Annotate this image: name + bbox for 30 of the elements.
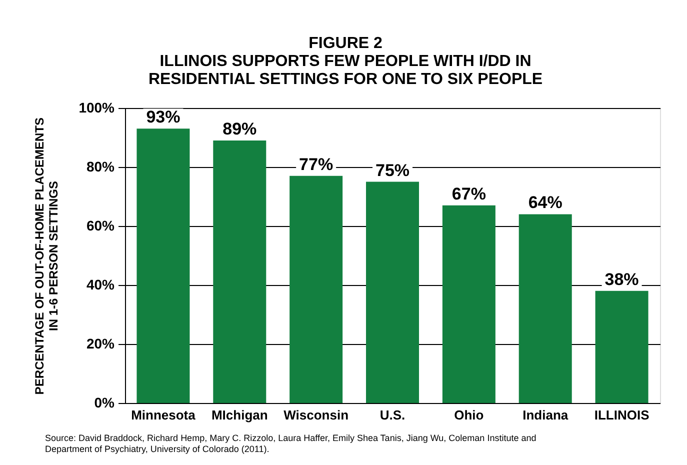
bar [290, 176, 343, 403]
x-tick-label: Wisconsin [284, 408, 349, 422]
data-label: 77% [299, 154, 334, 174]
bar [136, 128, 190, 403]
x-tick-label: ILLINOIS [594, 408, 650, 422]
data-label: 93% [146, 108, 180, 127]
chart-title: FIGURE 2 ILLINOIS SUPPORTS FEW PEOPLE WITH I/DD IN RESIDENTIAL SETTINGS FOR ONE TO SIX PEOPLE [148, 35, 543, 88]
x-tick-label: MIchigan [211, 408, 268, 422]
bar [213, 140, 266, 403]
data-label: 89% [222, 119, 257, 138]
data-label: 38% [604, 270, 639, 289]
y-tick-label: 80% [86, 158, 116, 174]
x-tick-label: Ohio [454, 408, 484, 422]
data-label: 64% [528, 193, 562, 212]
bar [442, 205, 496, 403]
x-tick-label: Indiana [522, 408, 569, 422]
bar [366, 182, 419, 403]
bar [518, 214, 572, 403]
x-tick-label: Minnesota [131, 408, 196, 422]
x-tick-label: U.S. [380, 408, 406, 422]
data-label: 67% [452, 184, 486, 204]
y-tick-label: 60% [86, 218, 116, 234]
source-note: Source: David Braddock, Richard Hemp, Mary C. Rizzolo, Laura Haffer, Emily Shea Tanis, Jiang Wu, Coleman Institute and Department of Psychiatry, University of Colorado (2011). [45, 433, 536, 454]
y-tick-label: 100% [78, 100, 116, 116]
bar [595, 290, 648, 403]
data-label: 75% [375, 160, 410, 180]
y-tick-label: 40% [86, 276, 116, 292]
y-tick-label: 0% [94, 394, 116, 410]
y-axis-title: PERCENTAGE OF OUT-OF-HOME PLACEMENTS IN 1-6 PERSON SETTINGS [32, 117, 61, 395]
y-tick-label: 20% [86, 336, 116, 352]
